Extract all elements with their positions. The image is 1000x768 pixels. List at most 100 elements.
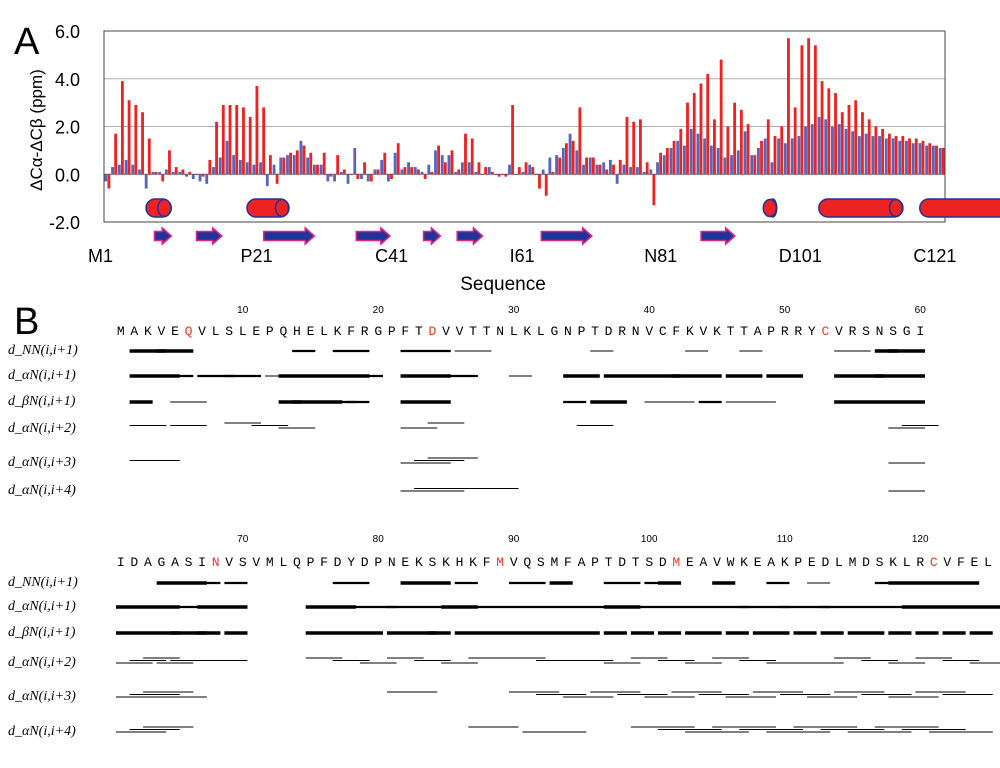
sequence-residue: V [252,555,260,570]
bar-blue [804,126,807,175]
connectivity-label: d_αN(i,i+3) [8,455,76,470]
sequence-residue: K [740,555,748,570]
bar-blue [555,155,559,175]
bar-blue [615,174,619,184]
bar-blue [420,171,424,175]
sequence-residue: R [361,324,369,339]
bar-blue [259,162,262,175]
bar-red [430,171,434,175]
y-tick-label: 2.0 [55,118,80,138]
bar-blue [460,162,464,175]
bar-red [215,121,218,175]
bar-blue [851,131,855,175]
bar-blue [837,124,841,175]
bar-blue [878,136,881,175]
bar-blue [831,126,834,175]
sequence-residue: Q [185,324,193,339]
bar-blue [696,133,700,175]
bar-red [585,157,589,175]
bar-red [854,100,858,175]
bar-red [383,152,387,175]
bar-red [679,128,683,175]
sequence-residue: A [144,555,152,570]
bar-blue [534,174,538,176]
bar-blue [743,131,747,175]
bar-red [255,85,259,175]
bar-blue [111,167,114,175]
panel-b: B 10 20 30 40 50 60M A K V E Q V L S L E P Q H E L K F R G P F T D V V… [8,301,1000,739]
bar-red [390,174,393,180]
helix-cylinder [818,198,904,218]
bar-red [861,112,864,175]
sequence-residue: R [916,555,924,570]
bar-red [571,140,575,175]
sequence-residue: D [821,555,829,570]
helix-cylinder [246,198,290,218]
bars-series-blue [104,116,942,189]
sequence-residue: P [374,555,382,570]
sequence-residue: N [632,324,640,339]
bar-red [605,169,609,175]
bar-red [746,124,750,175]
bar-blue [642,171,646,175]
panel-a: A ΔCα-ΔCβ (ppm) Sequence 6.0 4.0 2.0 0.0 -2.… [14,21,1000,295]
nmr-connectivity-diagram: 10 20 30 40 50 60M A K V E Q V L S L E P Q H E L K F R G P F T D V V T T… [8,305,1000,739]
bar-red [941,147,945,175]
bar-blue [117,164,121,175]
secondary-structure-track [145,198,1000,246]
helix-cylinder [145,198,173,218]
bar-red [753,155,757,175]
bar-red [141,112,144,175]
bar-blue [662,155,666,175]
bar-red [672,140,676,175]
connectivity-label: d_αN(i,i+2) [8,421,76,436]
bar-blue [366,174,370,182]
x-tick-label: M1 [88,246,113,266]
sequence-residue: D [862,555,870,570]
sequence-residue: M [672,555,680,570]
bar-blue [279,157,283,175]
bar-blue [104,174,108,182]
sequence-residue: A [171,555,179,570]
bar-red [807,38,811,175]
bar-blue [232,155,236,175]
connectivity-label: d_αN(i,i+4) [8,483,76,498]
bar-blue [272,164,276,175]
bar-red [652,174,656,206]
sequence-residue: V [225,555,233,570]
bar-red [120,81,124,175]
sequence-residue: P [388,324,396,339]
sequence-residue: E [754,555,762,570]
sequence-residue: T [727,324,735,339]
bar-red [632,121,636,175]
bar-blue [864,133,868,175]
bar-red [369,174,373,182]
bar-blue [494,174,498,176]
sequence-residue: H [456,555,464,570]
bar-red [706,73,710,175]
bar-blue [568,133,572,175]
bar-red [114,133,118,175]
connectivity-an4 [116,726,993,733]
sequence-residue: S [537,555,545,570]
strand-arrow [195,226,223,246]
y-axis-label: ΔCα-ΔCβ (ppm) [27,69,46,191]
sequence-residue: S [876,555,884,570]
sequence-residue: F [957,555,965,570]
sequence-residue: S [889,324,897,339]
bar-red [268,155,272,175]
bar-blue [467,162,471,175]
sequence-residue: T [605,555,613,570]
sequence-residue: E [171,324,179,339]
bar-red [450,150,454,175]
bar-red [302,145,306,175]
bar-red [531,167,535,175]
panel-a-label: A [14,21,40,63]
bar-red [342,169,346,175]
bar-red [497,174,501,177]
sequence-residue: L [984,555,992,570]
bar-red [591,157,595,175]
sequence-residue: Q [523,555,531,570]
sequence-residue: K [144,324,152,339]
